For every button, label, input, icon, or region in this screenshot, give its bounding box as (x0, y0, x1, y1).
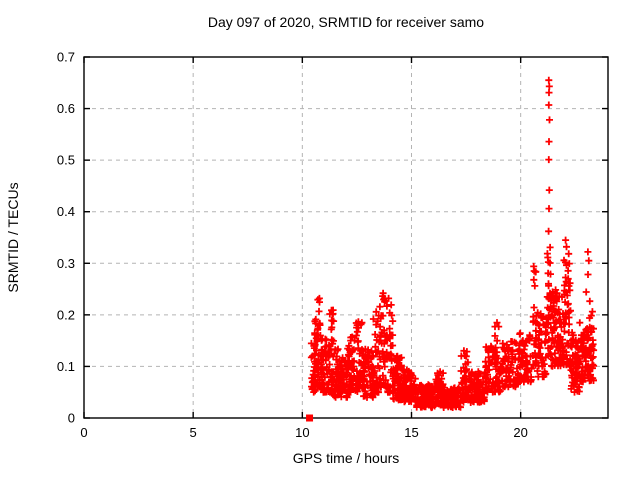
x-tick-label: 10 (295, 425, 309, 440)
square-marker (306, 414, 314, 422)
y-tick-labels: 0 0.1 0.2 0.3 0.4 0.5 0.6 0.7 (57, 50, 75, 426)
x-tick-label: 20 (513, 425, 527, 440)
x-tick-label: 15 (404, 425, 418, 440)
y-tick-label: 0.3 (57, 256, 75, 271)
y-tick-label: 0.7 (57, 50, 75, 65)
scatter-points (307, 76, 598, 412)
x-tick-labels: 0 5 10 15 20 (80, 425, 528, 440)
y-tick-label: 0.6 (57, 101, 75, 116)
x-tick-label: 5 (190, 425, 197, 440)
y-axis-label: SRMTID / TECUs (5, 182, 21, 292)
plot-border (83, 56, 609, 419)
chart-title: Day 097 of 2020, SRMTID for receiver sam… (208, 14, 484, 30)
y-tick-label: 0.2 (57, 307, 75, 322)
y-tick-label: 0 (68, 411, 75, 426)
y-tick-label: 0.1 (57, 359, 75, 374)
x-tick-label: 0 (80, 425, 87, 440)
y-tick-label: 0.5 (57, 153, 75, 168)
x-axis-label: GPS time / hours (293, 450, 400, 466)
y-tick-label: 0.4 (57, 204, 75, 219)
